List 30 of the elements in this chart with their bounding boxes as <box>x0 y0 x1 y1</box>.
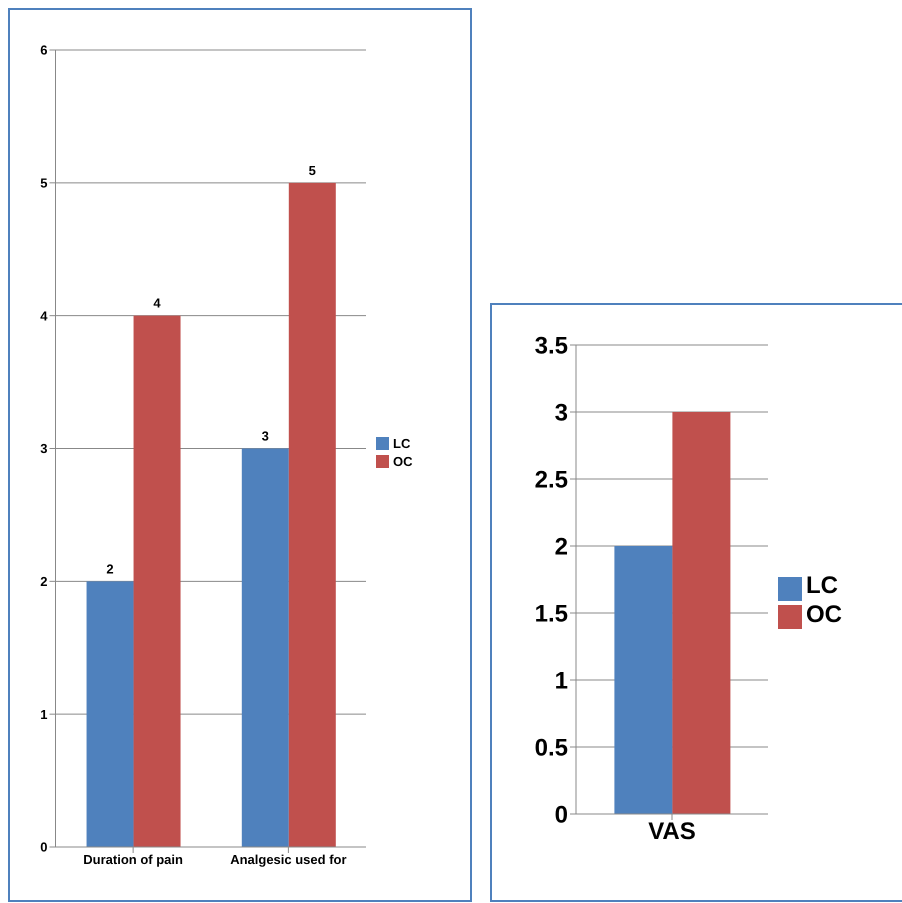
y-tick-label: 0 <box>40 840 48 855</box>
y-tick-label: 4 <box>40 308 48 324</box>
x-tick-label: Duration of pain <box>83 852 184 868</box>
bar <box>242 448 289 847</box>
data-label: 4 <box>153 296 162 311</box>
data-label: 5 <box>308 162 316 178</box>
y-tick-label: 1.5 <box>534 600 568 628</box>
x-tick-label: Analgesic used for <box>230 852 347 868</box>
legend-label: LC <box>393 436 410 451</box>
y-tick-label: 0 <box>554 802 568 829</box>
y-tick-label: 3.5 <box>534 332 568 360</box>
y-tick-label: 2 <box>40 574 48 589</box>
y-tick-label: 3 <box>40 441 48 456</box>
y-tick-label: 1 <box>40 706 48 722</box>
y-tick-label: 2 <box>554 534 568 561</box>
bar <box>86 581 134 847</box>
y-tick-label: 5 <box>40 175 48 190</box>
y-tick-label: 0.5 <box>534 734 568 762</box>
x-tick-label: VAS <box>648 818 696 846</box>
data-label: 2 <box>106 561 114 576</box>
y-tick-label: 3 <box>554 400 568 427</box>
y-tick-label: 6 <box>40 42 48 58</box>
bar <box>288 182 336 847</box>
y-tick-label: 2.5 <box>534 466 568 494</box>
legend-label: OC <box>806 600 842 628</box>
bar <box>134 316 181 847</box>
data-label: 3 <box>262 428 269 444</box>
legend-label: LC <box>806 572 838 599</box>
legend-label: OC <box>393 454 412 469</box>
y-tick-label: 1 <box>554 668 568 695</box>
